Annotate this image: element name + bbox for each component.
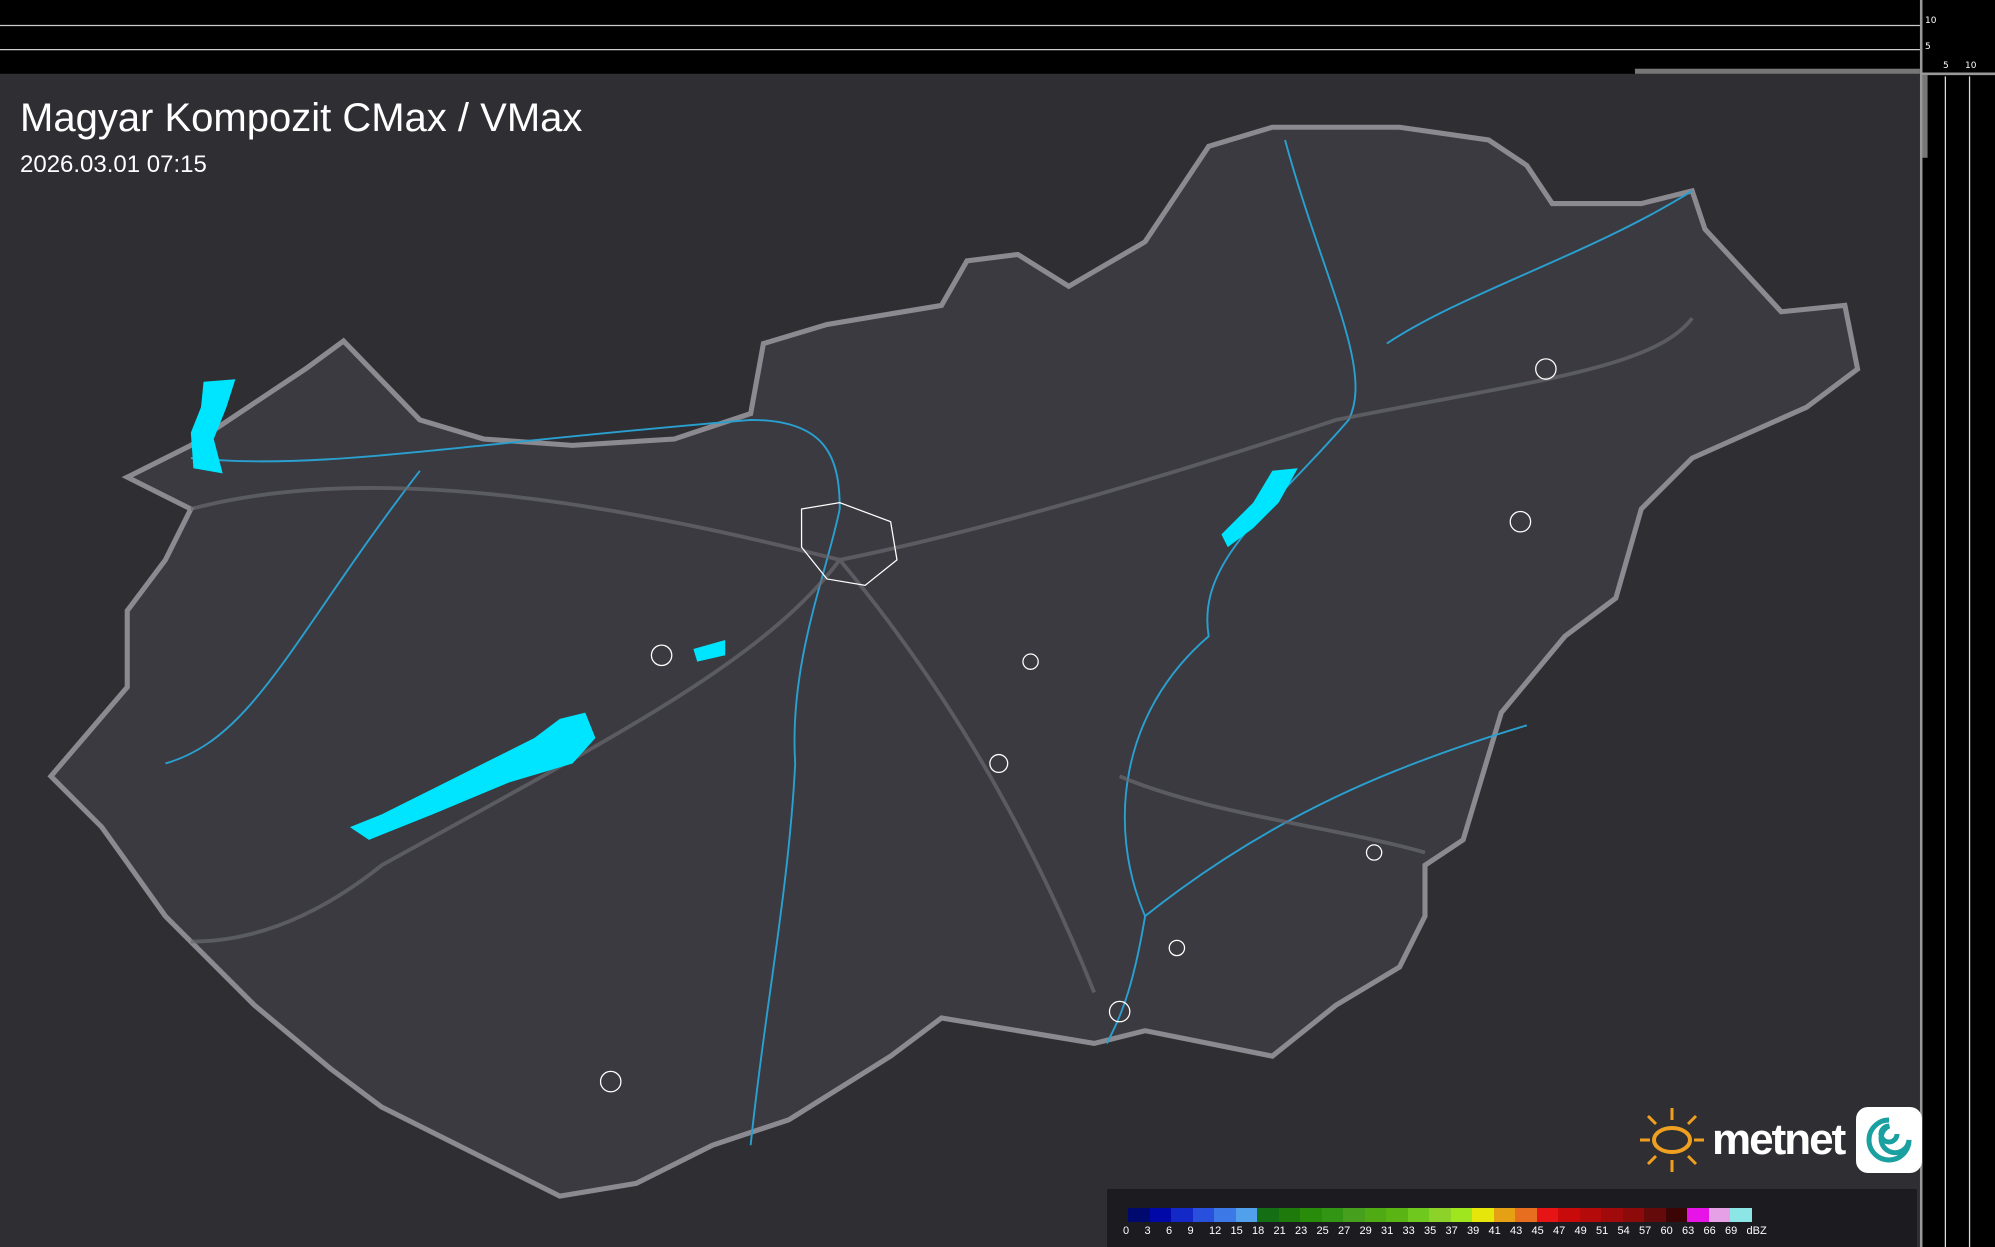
legend-label: 51 [1596,1225,1609,1237]
legend-swatch [1235,1208,1257,1222]
legend-swatch [1364,1208,1386,1222]
legend-label: 0 [1123,1225,1130,1237]
legend-swatch [1708,1208,1730,1222]
legend-label: 63 [1682,1225,1695,1237]
legend-swatch [1665,1208,1687,1222]
legend-swatch [1386,1208,1408,1222]
legend-label: 39 [1467,1225,1480,1237]
logo-text: metnet [1712,1115,1846,1164]
legend-label: 57 [1639,1225,1652,1237]
legend-label: 9 [1187,1225,1194,1237]
legend-unit: dBZ [1746,1225,1767,1237]
lakes [190,379,1298,840]
legend-swatch [1343,1208,1365,1222]
legend-label: 3 [1144,1225,1151,1237]
legend-swatch [1429,1208,1451,1222]
legend-swatch [1257,1208,1279,1222]
cities [599,358,1557,1093]
legend-label: 21 [1273,1225,1286,1237]
map-timestamp: 2026.03.01 07:15 [20,151,207,178]
legend-label: 31 [1381,1225,1394,1237]
legend-label: 23 [1295,1225,1308,1237]
legend-swatch [1493,1208,1515,1222]
legend-swatch [1515,1208,1537,1222]
legend-label: 47 [1553,1225,1566,1237]
legend-swatch [1579,1208,1601,1222]
legend-label: 37 [1445,1225,1458,1237]
legend-swatch [1558,1208,1580,1222]
profile-side-label-10: 10 [1965,61,1977,71]
legend-swatch [1536,1208,1558,1222]
metnet-logo: metnet [1636,1104,1923,1176]
lake-tisza [1221,468,1298,548]
rivers [165,139,1693,1146]
lake-balaton [349,712,596,840]
legend-label: 66 [1703,1225,1716,1237]
lake-neusiedl [190,379,236,474]
legend-swatch [1214,1208,1236,1222]
legend-swatch [1730,1208,1752,1222]
dbz-legend: 0 3 6 9 12 15 18 21 23 25 27 29 31 33 35 37 39 41 43 45 47 49… [1107,1189,1917,1247]
legend-swatch [1687,1208,1709,1222]
legend-label: 29 [1359,1225,1372,1237]
legend-swatch [1601,1208,1623,1222]
legend-label: 35 [1424,1225,1437,1237]
legend-label: 27 [1338,1225,1351,1237]
legend-swatch [1321,1208,1343,1222]
legend-swatch [1128,1208,1150,1222]
profile-side-label-5: 5 [1943,61,1949,71]
legend-label: 43 [1510,1225,1523,1237]
legend-swatch [1300,1208,1322,1222]
legend-label: 60 [1660,1225,1673,1237]
legend-swatch [1192,1208,1214,1222]
country-hungary [47,124,1861,1199]
legend-label: 25 [1316,1225,1329,1237]
swirl-icon [1856,1107,1923,1173]
legend-label: 18 [1252,1225,1265,1237]
legend-swatch [1622,1208,1644,1222]
sun-icon [1640,1108,1704,1172]
legend-swatch [1149,1208,1171,1222]
legend-swatch [1450,1208,1472,1222]
legend-labels: 0 3 6 9 12 15 18 21 23 25 27 29 31 33 35 37 39 41 43 45 47 49… [1123,1225,1768,1237]
legend-swatch [1472,1208,1494,1222]
profile-top-label-5: 5 [1925,42,1931,52]
lake-velence [693,640,726,662]
legend-label: 12 [1209,1225,1222,1237]
legend-swatch [1407,1208,1429,1222]
legend-label: 33 [1402,1225,1415,1237]
legend-label: 15 [1230,1225,1243,1237]
legend-label: 54 [1617,1225,1630,1237]
legend-swatch [1644,1208,1666,1222]
map-title: Magyar Kompozit CMax / VMax [20,96,583,140]
legend-label: 45 [1531,1225,1544,1237]
profile-top-label-10: 10 [1925,16,1937,26]
legend-label: 41 [1488,1225,1501,1237]
legend-swatch [1278,1208,1300,1222]
legend-color-bar [1128,1208,1752,1222]
legend-swatch [1171,1208,1193,1222]
roads [190,316,1694,994]
legend-label: 69 [1725,1225,1738,1237]
legend-label: 49 [1574,1225,1587,1237]
legend-label: 6 [1166,1225,1173,1237]
